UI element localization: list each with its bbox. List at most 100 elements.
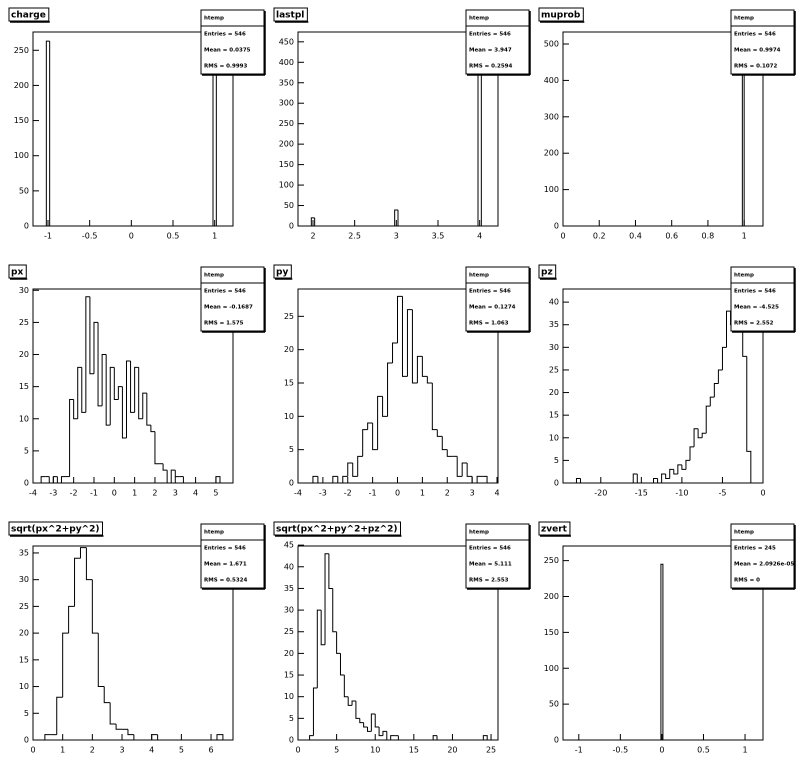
title-box [273,7,308,22]
histogram-bin [138,367,143,420]
histogram-bin [52,476,58,483]
histogram-bin [336,631,341,654]
histogram-bin [166,470,172,484]
chart-title: lastpl [276,11,304,21]
histogram-bin [150,425,155,433]
histogram-bin [174,470,180,478]
y-tick-label: 25 [19,318,29,327]
histogram-bin [351,700,356,706]
x-tick-label: 15 [409,746,419,755]
y-tick-label: 10 [19,414,29,423]
x-tick-label: -4 [294,489,302,498]
histogram-bin [89,296,94,375]
y-tick-label: 10 [284,412,294,421]
y-tick-label: 5 [24,446,29,455]
y-tick-label: 10 [19,682,29,691]
stats-line: Mean = 5.111 [469,562,512,568]
histogram-pad: 0 50 100 150 200 250 -1 -0.5 0 0.5 1 charge htemp Ent… [8,7,266,241]
histogram-bin [48,476,54,484]
x-tick-label: 1 [60,746,65,755]
y-tick-label: 15 [284,671,294,680]
histogram-bin [352,463,358,477]
histogram-bin [146,393,151,426]
histogram-bin [44,734,51,740]
histogram-bin [717,369,723,384]
x-tick-label: 0 [112,489,117,498]
stats-line: RMS = 0.5324 [204,578,248,584]
histogram-bin [394,209,398,226]
histogram-bin [382,396,388,417]
histogram-bin [320,610,326,646]
histogram-bin [79,547,87,559]
histogram-bin [665,473,670,479]
histogram-bin [157,734,164,741]
histogram-bin [390,735,395,740]
histogram-bin [134,366,139,413]
x-tick-label: 0 [30,746,35,755]
histogram-bin [56,696,63,735]
histogram-bin [103,686,111,704]
histogram-bin [68,605,75,634]
y-tick-label: 25 [284,627,294,636]
stats-header: htemp [734,273,754,279]
histogram-bin [382,730,387,736]
histogram-pad: 0 100 200 300 400 500 0 0.2 0.4 0.6 0.8 1 muprob htem… [538,7,796,241]
histogram-bin [337,476,343,484]
histogram-bin [215,476,221,483]
histogram-bin [441,436,448,451]
plot-frame [562,288,764,484]
stats-line: Entries = 546 [204,32,246,38]
histogram-bin [721,346,727,370]
x-tick-label: -1 [44,232,52,241]
stats-box [730,266,795,332]
histogram-bin [386,731,391,741]
y-tick-label: 10 [549,433,559,442]
y-tick-label: 30 [19,286,29,295]
histogram-bin [685,459,691,470]
histogram-bin [113,367,119,400]
histogram-pad: 0 5 10 15 20 25 30 35 40 45 0 5 10 15 20 25 sqrt(px^2+py… [273,521,531,755]
histogram-bin [316,609,322,689]
histogram-bin [446,449,453,457]
x-tick-label: 0.6 [665,232,678,241]
y-tick-label: 150 [544,628,559,637]
histogram-bin [117,386,123,400]
y-tick-label: 200 [544,149,559,158]
stats-line: RMS = 0.2594 [469,64,513,70]
histogram-bin [93,321,99,374]
x-tick-label: 2.5 [348,232,361,241]
histogram-bin [482,735,488,740]
histogram-bin [392,342,398,363]
histogram-bin [324,553,329,645]
y-tick-label: 25 [284,312,294,321]
x-tick-label: -2 [70,489,78,498]
y-tick-label: 250 [14,46,29,55]
y-tick-label: 50 [549,700,559,709]
stats-line: Entries = 546 [734,32,776,38]
stats-box [200,266,265,332]
histogram-bin [456,456,463,477]
stats-header: htemp [204,273,224,279]
stats-header: htemp [469,16,489,22]
y-tick-label: 35 [19,548,29,557]
x-tick-label: 3 [470,489,475,498]
histogram-bin [309,735,314,740]
y-tick-label: 0 [554,479,559,488]
stats-line: RMS = 1.575 [204,321,244,327]
y-tick-label: 0 [289,479,294,488]
plot-frame [562,31,764,227]
histogram-bin [697,428,703,439]
y-tick-label: 45 [284,541,294,550]
stats-box [465,523,530,589]
histogram-bin [362,429,368,457]
x-tick-label: 3 [394,232,399,241]
histogram-bin [661,473,666,483]
histogram-bin [109,702,117,725]
x-tick-label: -0.5 [82,232,98,241]
y-tick-label: 0 [554,222,559,231]
stats-header: htemp [734,16,754,22]
histogram-bin [436,429,443,437]
y-tick-label: 40 [284,562,294,571]
y-tick-label: 0 [24,736,29,745]
stats-line: RMS = 0.1072 [734,64,778,70]
